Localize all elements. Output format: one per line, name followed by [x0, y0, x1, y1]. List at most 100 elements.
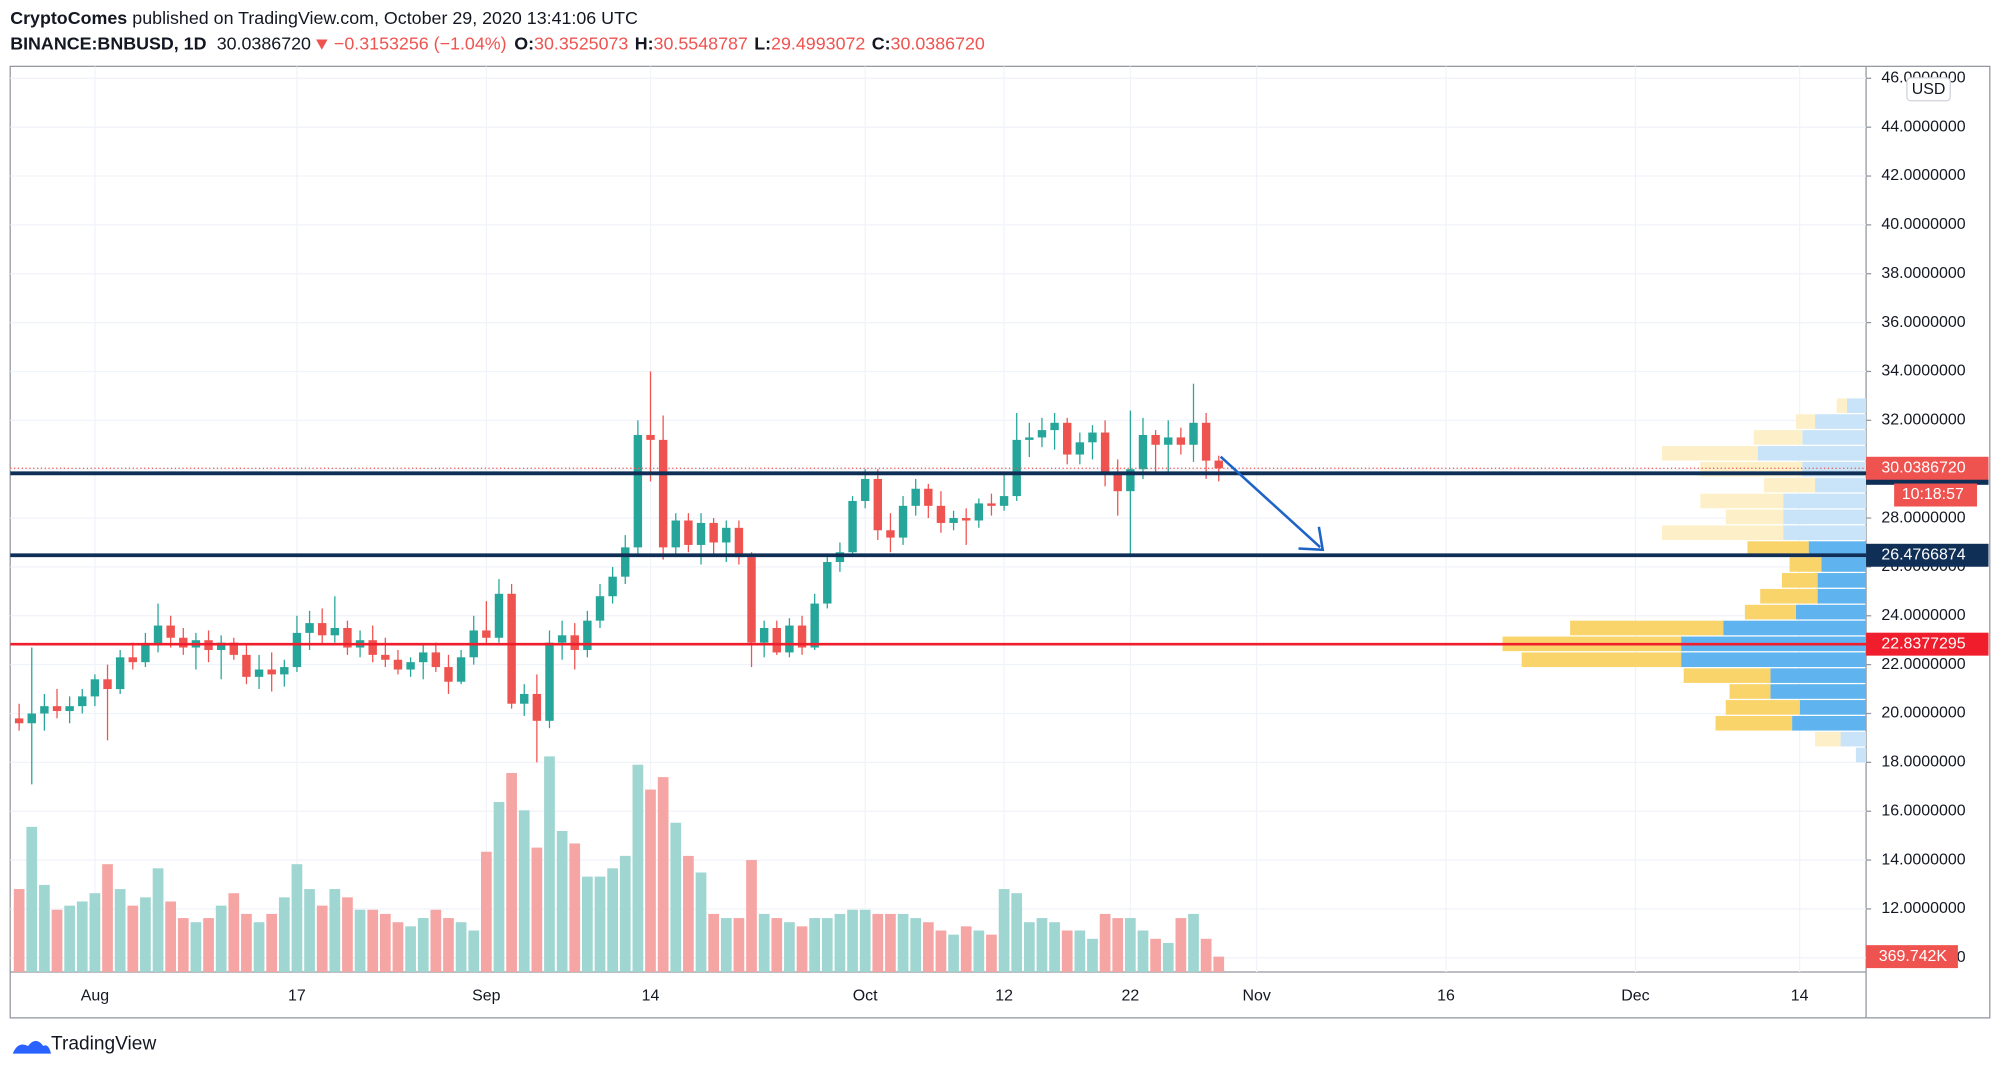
down-triangle: [316, 39, 328, 50]
last-price-box: [1866, 456, 1989, 480]
volume-bar: [518, 810, 530, 972]
profile-down: [1661, 446, 1758, 461]
candle-body: [898, 505, 908, 538]
candle-body: [317, 623, 327, 636]
volume-bar: [26, 826, 38, 972]
volume-bar: [367, 909, 379, 972]
volume-bar: [1036, 918, 1048, 972]
h-label: H:: [635, 33, 654, 53]
y-tick-label: 22.0000000: [1881, 656, 1965, 673]
candle-body: [229, 642, 239, 655]
volume-bar: [1061, 930, 1073, 972]
y-tick-label: 24.0000000: [1881, 607, 1965, 624]
profile-up: [1792, 715, 1867, 731]
candle-body: [507, 593, 516, 704]
volume-label-box: [1866, 945, 1958, 969]
volume-bar: [771, 918, 783, 972]
profile-up: [1795, 604, 1867, 620]
author: CryptoComes: [10, 8, 127, 28]
level-label-box: [1866, 632, 1989, 656]
candle-body: [27, 713, 36, 724]
x-tick-label: 14: [1791, 987, 1809, 1004]
volume-bar: [569, 843, 581, 972]
level-label-box: [1866, 543, 1989, 567]
candle-body: [785, 625, 794, 653]
candle-body: [267, 669, 276, 675]
volume-bar: [910, 918, 922, 972]
volume-bar: [76, 901, 88, 972]
volume-bar: [39, 884, 50, 972]
volume-bar: [304, 889, 315, 972]
candle-body: [381, 654, 390, 660]
profile-down: [1725, 509, 1784, 525]
candles: [14, 371, 1223, 785]
x-tick-label: Oct: [853, 987, 878, 1004]
candle-body: [936, 505, 946, 523]
volume-bar: [1188, 913, 1199, 972]
volume-bar: [695, 872, 707, 972]
volume-bar: [455, 922, 467, 972]
profile-down: [1760, 588, 1818, 604]
y-tick-label: 40.0000000: [1881, 216, 1965, 233]
trend-arrow: [1219, 455, 1325, 552]
grid: [10, 66, 1867, 972]
symbol-line: BINANCE:BNBUSD, 1D 30.0386720 −0.3153256 (…: [10, 33, 985, 53]
level-label: 26.4766874: [1881, 546, 1965, 563]
volume-bar: [683, 855, 694, 972]
candle-body: [987, 503, 996, 506]
last-price: 30.0386720: [217, 33, 311, 53]
profile-up: [1723, 620, 1867, 636]
volume-bar: [152, 868, 164, 972]
profile-down: [1570, 620, 1724, 636]
candle-body: [924, 488, 933, 506]
candle-body: [242, 654, 251, 677]
volume-bar: [986, 934, 997, 972]
volume-bar: [417, 918, 429, 972]
profile-up: [1855, 747, 1867, 763]
volume-bar: [316, 905, 328, 972]
candle-body: [848, 500, 857, 553]
candle-body: [141, 645, 150, 663]
y-tick-label: 42.0000000: [1881, 167, 1965, 184]
candle-body: [860, 478, 870, 501]
candle-body: [595, 596, 605, 621]
volume-bar: [859, 909, 871, 972]
candle-body: [115, 657, 125, 690]
volume-bar: [493, 801, 505, 972]
chart-frame: [9, 65, 1991, 1019]
profile-up: [1808, 541, 1867, 556]
volume-bar: [1074, 930, 1086, 972]
candle-body: [65, 706, 74, 712]
x-tick-label: 17: [288, 987, 306, 1004]
candle-body: [305, 623, 314, 633]
candle-body: [949, 518, 958, 523]
arrow-line: [1219, 455, 1322, 549]
candle-body: [1151, 434, 1160, 445]
candle-body: [431, 652, 441, 668]
profile-up: [1802, 430, 1867, 445]
candle-body: [520, 693, 529, 704]
candle-body: [557, 635, 567, 643]
x-tick-label: 16: [1437, 987, 1455, 1004]
logo-icon: [12, 1040, 52, 1054]
profile-up: [1846, 398, 1867, 413]
volume-bar: [922, 922, 934, 972]
candle-body: [873, 478, 883, 531]
candle-body: [886, 530, 895, 538]
volume-bar: [973, 930, 985, 972]
candle-body: [658, 439, 668, 548]
volume-bar: [127, 905, 139, 972]
currency: USD: [1912, 81, 1946, 98]
candle-body: [823, 562, 832, 604]
profile-down: [1683, 668, 1771, 683]
candle-body: [179, 637, 188, 648]
volume-bar: [1112, 918, 1124, 972]
volume-bar: [1011, 893, 1023, 972]
volume-bar: [177, 918, 189, 972]
volume-bar: [821, 918, 833, 972]
volume-bar: [582, 876, 593, 972]
candle-body: [1126, 469, 1135, 492]
volume-bar: [594, 876, 606, 972]
